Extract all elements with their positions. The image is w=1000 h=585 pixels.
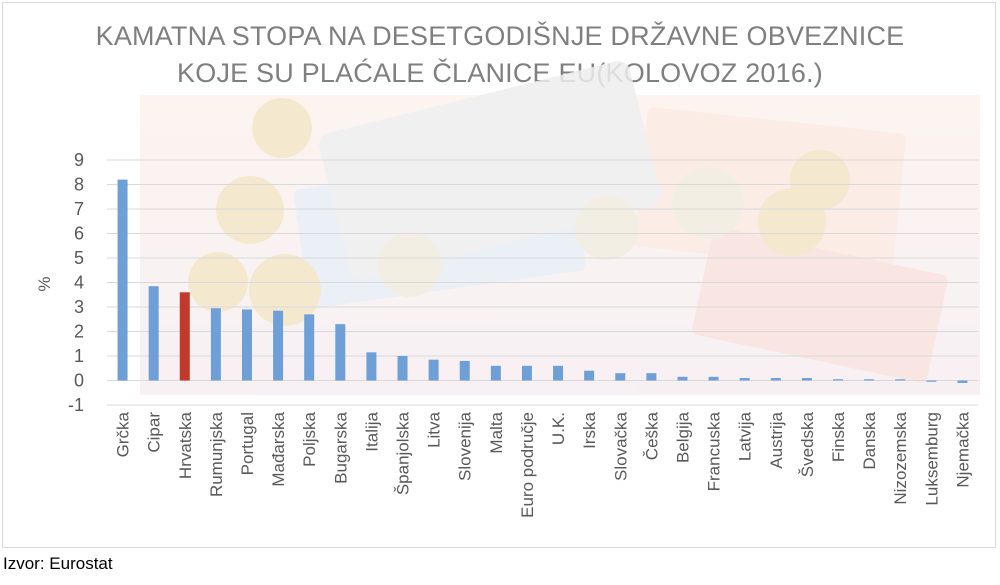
source-note: Izvor: Eurostat	[3, 554, 113, 573]
y-tick-label: 9	[74, 150, 84, 170]
x-tick-label: Slovačka	[611, 411, 630, 481]
bar-26	[895, 379, 906, 381]
bar-12	[459, 360, 470, 381]
x-tick-label: Litva	[425, 411, 444, 447]
coin-shape	[575, 196, 639, 260]
x-tick-label: Luksemburg	[922, 412, 941, 506]
bar-22	[770, 378, 781, 381]
bar-14	[521, 365, 532, 381]
x-tick-label: Irska	[580, 411, 599, 448]
x-tick-label: Latvija	[736, 411, 755, 461]
x-tick-label: Španjolska	[394, 411, 413, 495]
y-tick-label: 7	[74, 199, 84, 219]
x-tick-label: Bugarska	[331, 411, 350, 483]
bar-20	[708, 376, 719, 381]
x-tick-label: Grčka	[114, 411, 133, 457]
x-tick-label: Nizozemska	[891, 411, 910, 504]
x-tick-label: Hrvatska	[176, 411, 195, 479]
x-tick-label: Njemačka	[953, 411, 972, 487]
x-tick-label: Danska	[860, 411, 879, 469]
bar-17	[615, 373, 626, 381]
x-tick-label: Švedska	[798, 411, 817, 477]
bar-27	[926, 380, 937, 382]
y-tick-label: 2	[74, 322, 84, 342]
x-tick-label: Finska	[829, 411, 848, 462]
background-photo	[140, 61, 980, 395]
coin-shape	[216, 176, 284, 244]
x-tick-label: Slovenija	[456, 411, 475, 481]
x-tick-label: Poljska	[300, 411, 319, 466]
x-tick-label: Austrija	[767, 411, 786, 468]
y-tick-label: 0	[74, 371, 84, 391]
y-tick-label: -1	[68, 395, 84, 415]
y-axis-label: %	[35, 276, 54, 291]
y-tick-label: 3	[74, 297, 84, 317]
bar-5	[241, 309, 252, 381]
y-tick-label: 6	[74, 224, 84, 244]
bar-8	[335, 324, 346, 381]
x-tick-label: Mađarska	[269, 411, 288, 486]
gridlines	[107, 159, 978, 406]
y-tick-label: 1	[74, 346, 84, 366]
coin-shape	[672, 167, 744, 239]
bars	[117, 179, 968, 383]
y-tick-label: 4	[74, 273, 84, 293]
bar-21	[739, 378, 750, 381]
x-tick-label: Euro područje	[518, 412, 537, 518]
y-tick-label: 5	[74, 248, 84, 268]
x-tick-label: Italija	[362, 411, 381, 451]
x-tick-label: Francuska	[705, 411, 724, 491]
bar-28	[957, 380, 968, 383]
x-tick-label: Belgija	[673, 411, 692, 463]
chart-title: KAMATNA STOPA NA DESETGODIŠNJE DRŽAVNE O…	[0, 18, 1000, 92]
coin-shape	[378, 233, 442, 297]
chart-title-line-1: KAMATNA STOPA NA DESETGODIŠNJE DRŽAVNE O…	[95, 21, 905, 51]
x-tick-label: Rumunjska	[207, 411, 226, 497]
bar-15	[553, 365, 564, 381]
x-tick-label: Cipar	[145, 412, 164, 453]
bar-25	[864, 379, 875, 381]
bar-23	[801, 378, 812, 381]
bar-16	[584, 370, 595, 381]
bar-18	[646, 373, 657, 381]
chart-title-line-2: KOJE SU PLAĆALE ČLANICE EU(KOLOVOZ 2016.…	[177, 58, 823, 88]
coin-shape	[249, 254, 321, 326]
x-tick-label: U.K.	[549, 412, 568, 445]
bar-19	[677, 376, 688, 381]
x-tick-label: Češka	[642, 411, 661, 460]
x-tick-label: Malta	[487, 411, 506, 453]
bar-9	[366, 352, 377, 381]
bar-11	[428, 359, 439, 381]
bar-2	[148, 286, 159, 381]
coin-shape	[252, 98, 312, 158]
bar-1	[117, 179, 128, 381]
x-tick-label: Portugal	[238, 412, 257, 475]
banknote-shape	[692, 227, 948, 383]
bar-3	[179, 292, 190, 381]
bar-10	[397, 356, 408, 381]
bar-7	[304, 314, 315, 381]
y-tick-label: 8	[74, 175, 84, 195]
coin-shape	[790, 150, 850, 210]
bar-4	[210, 308, 221, 381]
y-axis-ticks: -1 0 1 2 3 4 5 6 7 8 9	[68, 150, 84, 415]
bar-24	[833, 379, 844, 381]
x-axis-ticks: Grčka Cipar Hrvatska Rumunjska Portugal Mađar…	[114, 411, 973, 517]
bar-13	[490, 365, 501, 381]
bar-6	[273, 310, 284, 381]
